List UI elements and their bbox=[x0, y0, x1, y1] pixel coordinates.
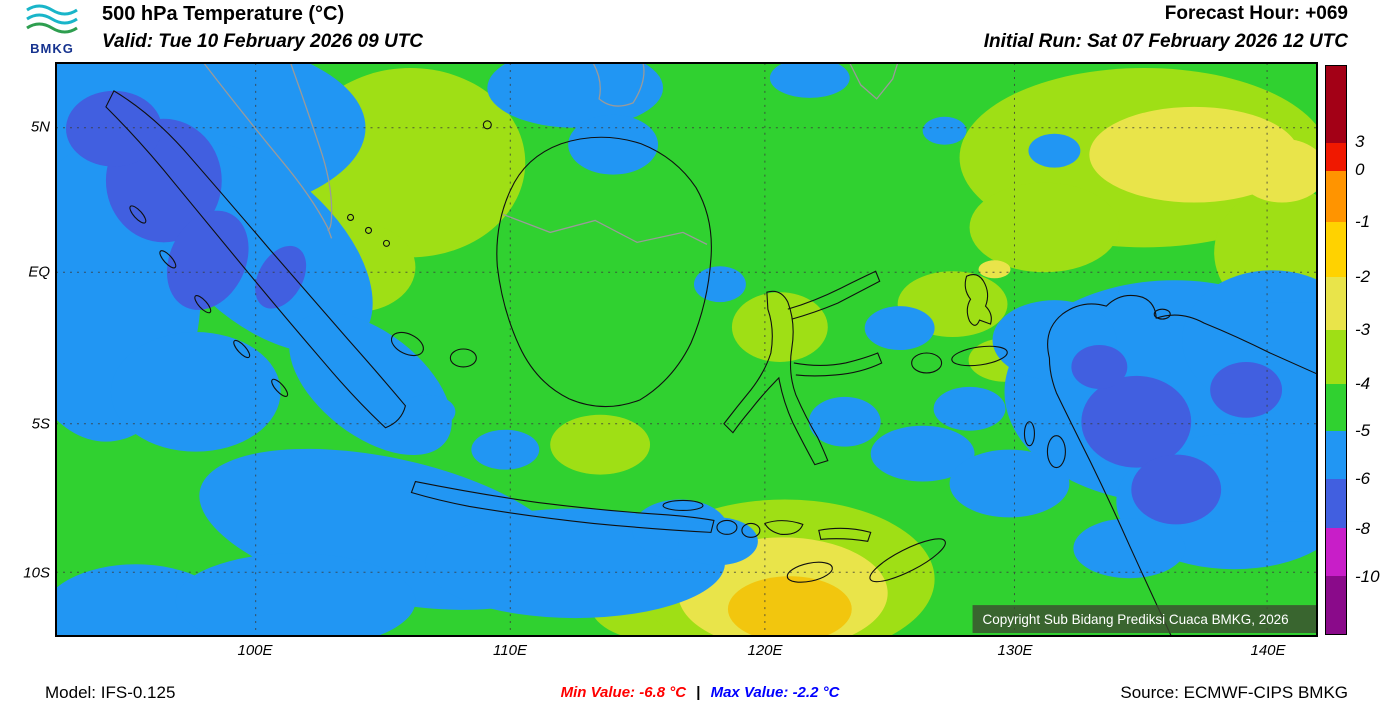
country-borders bbox=[203, 63, 899, 245]
colorbar-tick-label: -2 bbox=[1355, 267, 1371, 286]
initial-run-label: Initial Run: Sat 07 February 2026 12 UTC bbox=[983, 31, 1348, 52]
lat-label-5n: 5N bbox=[30, 118, 50, 136]
lon-label-110e: 110E bbox=[493, 642, 527, 659]
bmkg-logo-icon bbox=[26, 4, 78, 34]
lon-label-130e: 130E bbox=[997, 642, 1033, 659]
colorbar-segment bbox=[1326, 528, 1346, 577]
lon-label-100e: 100E bbox=[237, 642, 273, 659]
colorbar-segment bbox=[1326, 222, 1346, 278]
colorbar-tick-label: -5 bbox=[1355, 421, 1371, 440]
colorbar-segment bbox=[1326, 478, 1346, 529]
model-label: Model: IFS-0.125 bbox=[45, 683, 176, 702]
colorbar-tick-label: -3 bbox=[1355, 320, 1371, 339]
colorbar-labels: 3 0 -1 -2 -3 -4 -5 -6 -8 -10 bbox=[1355, 65, 1395, 635]
max-value-label: Max Value: -2.2 °C bbox=[710, 684, 840, 701]
lon-label-140e: 140E bbox=[1250, 642, 1286, 659]
coastlines bbox=[105, 90, 1317, 636]
colorbar-segment bbox=[1326, 170, 1346, 223]
colorbar-segment bbox=[1326, 383, 1346, 431]
colorbar-tick-label: -1 bbox=[1355, 212, 1371, 231]
copyright-overlay: Copyright Sub Bidang Prediksi Cuaca BMKG… bbox=[972, 605, 1317, 634]
colorbar-tick-label: -4 bbox=[1355, 374, 1371, 393]
colorbar-segment bbox=[1326, 277, 1346, 331]
graticule-lines bbox=[56, 63, 1317, 636]
colorbar-tick-label: -8 bbox=[1355, 519, 1371, 538]
valid-time-label: Valid: Tue 10 February 2026 09 UTC bbox=[102, 31, 424, 52]
colorbar-tick-label: -6 bbox=[1355, 469, 1371, 488]
copyright-text: Copyright Sub Bidang Prediksi Cuaca BMKG… bbox=[983, 612, 1289, 627]
map-frame bbox=[56, 63, 1317, 636]
bmkg-logo-text: BMKG bbox=[30, 41, 74, 56]
colorbar-segment bbox=[1326, 330, 1346, 384]
minmax-separator: | bbox=[696, 684, 701, 701]
colorbar-segment bbox=[1326, 576, 1346, 634]
map-region: Copyright Sub Bidang Prediksi Cuaca BMKG… bbox=[55, 62, 1318, 637]
source-label: Source: ECMWF-CIPS BMKG bbox=[1120, 683, 1348, 702]
lon-label-120e: 120E bbox=[747, 642, 783, 659]
colorbar-tick-label: 3 bbox=[1355, 132, 1365, 151]
colorbar-segment bbox=[1326, 66, 1346, 143]
lat-label-5s: 5S bbox=[31, 415, 50, 433]
temperature-map: Copyright Sub Bidang Prediksi Cuaca BMKG… bbox=[56, 63, 1317, 636]
colorbar-tick-label: 0 bbox=[1355, 160, 1365, 179]
lat-label-eq: EQ bbox=[28, 263, 50, 281]
page-title: 500 hPa Temperature (°C) bbox=[102, 3, 345, 25]
colorbar-segment bbox=[1326, 430, 1346, 479]
map-band-gold bbox=[727, 576, 852, 636]
colorbar-tick-label: -10 bbox=[1355, 567, 1380, 586]
bmkg-logo: BMKG bbox=[12, 2, 92, 56]
colorbar-segment bbox=[1326, 142, 1346, 171]
colorbar bbox=[1325, 65, 1347, 635]
forecast-hour-label: Forecast Hour: +069 bbox=[1164, 3, 1348, 24]
minmax-values: Min Value: -6.8 °C | Max Value: -2.2 °C bbox=[0, 684, 1400, 701]
min-value-label: Min Value: -6.8 °C bbox=[560, 684, 687, 701]
lat-label-10s: 10S bbox=[23, 564, 50, 582]
map-band-royalblue bbox=[65, 90, 1283, 525]
